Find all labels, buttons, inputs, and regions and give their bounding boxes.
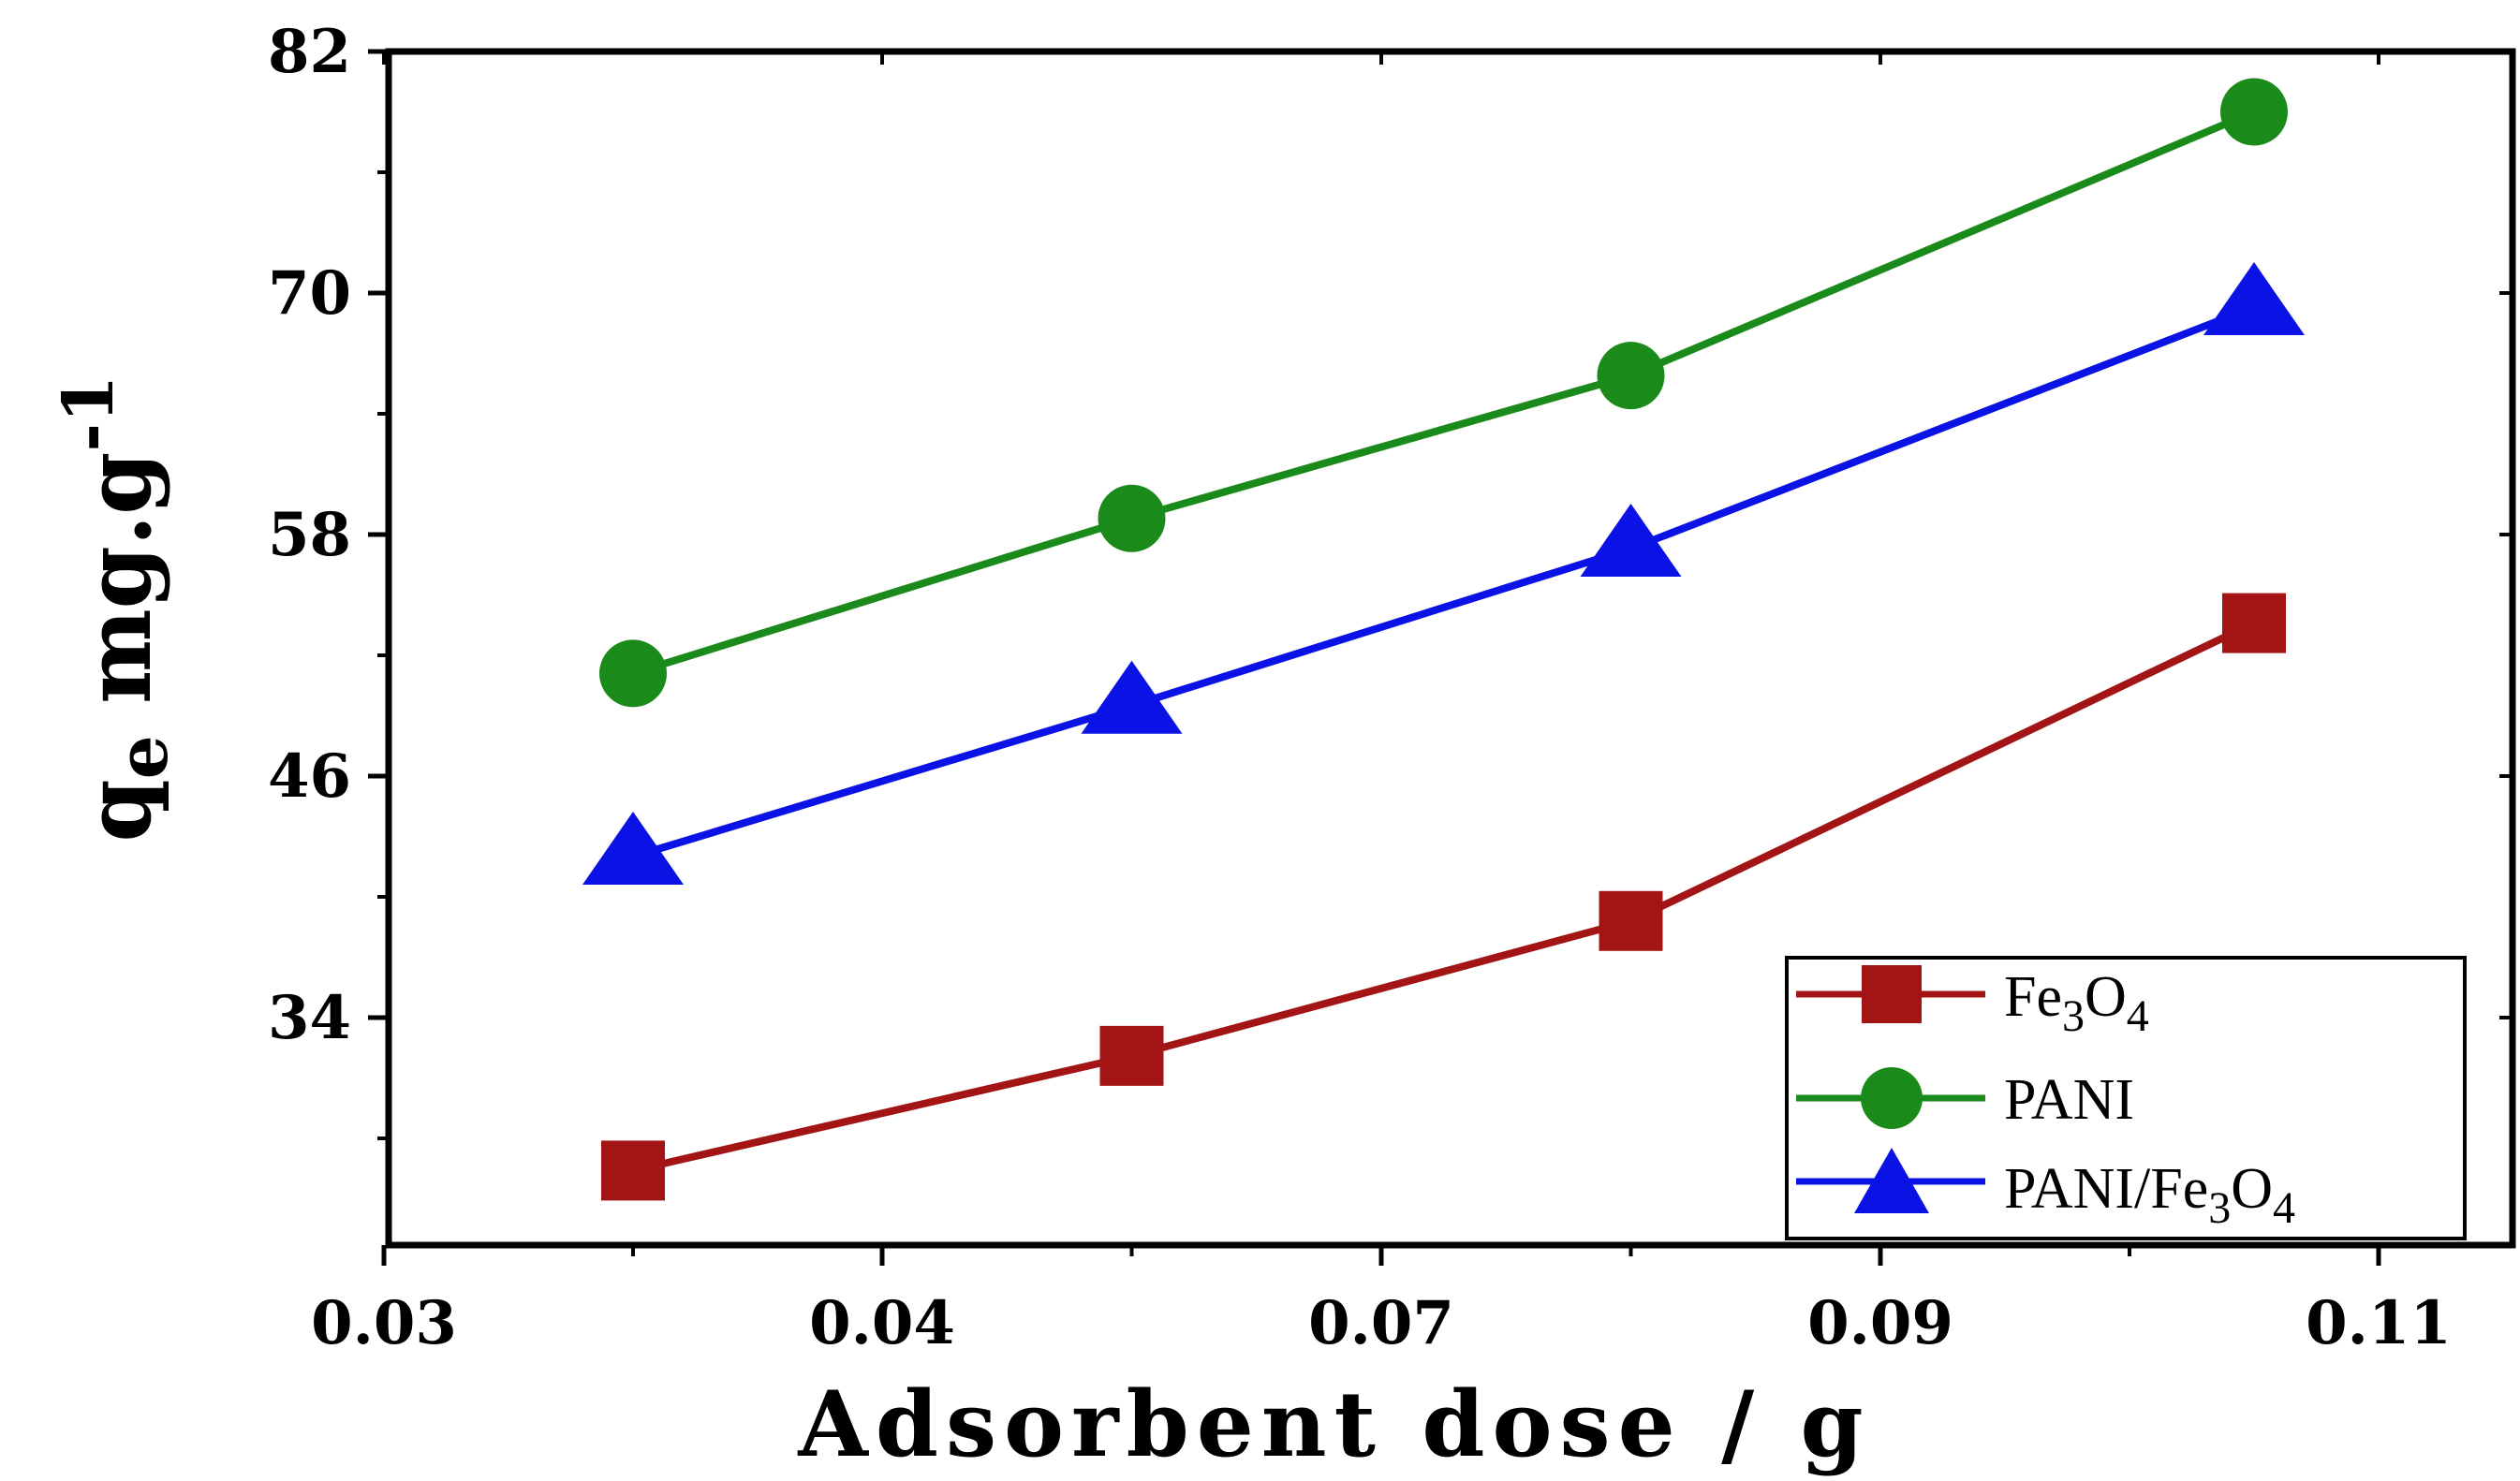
- legend-marker-pani: [1861, 1067, 1923, 1129]
- svg-text:qe mg.g-1: qe mg.g-1: [49, 374, 184, 842]
- y-axis-title-sub: e: [103, 735, 184, 779]
- y-tick-label: 82: [268, 17, 351, 87]
- data-point-fe3o4: [2222, 593, 2286, 653]
- data-point-pani-fe3o4: [2203, 262, 2305, 336]
- x-tick-label: 0.03: [311, 1288, 457, 1358]
- legend-label-pani-fe3o4: PANI/Fe3O4: [2004, 1157, 2295, 1233]
- legend-marker-pani-fe3o4: [1854, 1148, 1929, 1213]
- series-layer: [582, 78, 2305, 1201]
- y-tick-label: 46: [268, 741, 351, 812]
- legend-label-fe3o4: Fe3O4: [2004, 965, 2149, 1041]
- x-tick-label: 0.11: [2306, 1288, 2452, 1358]
- data-point-pani: [1098, 484, 1166, 552]
- legend-item-pani-fe3o4: PANI/Fe3O4: [1796, 1148, 2295, 1233]
- y-axis-title: qe mg.g-1: [49, 374, 184, 842]
- y-tick-label: 70: [268, 258, 351, 329]
- legend-item-pani: PANI: [1796, 1067, 2134, 1132]
- series-line-fe3o4: [632, 619, 2256, 1175]
- data-point-fe3o4: [1099, 1025, 1164, 1086]
- data-point-pani-fe3o4: [1580, 504, 1682, 578]
- y-axis-title-sup: -1: [49, 374, 129, 451]
- y-axis-title-unit: mg.g: [66, 452, 171, 736]
- data-point-fe3o4: [1599, 890, 1663, 951]
- legend-marker-fe3o4: [1862, 965, 1922, 1023]
- x-tick-label: 0.04: [809, 1288, 955, 1358]
- legend-label-pani: PANI: [2004, 1068, 2134, 1132]
- data-point-pani-fe3o4: [1081, 660, 1183, 734]
- series-line-pani-fe3o4: [631, 303, 2256, 860]
- series-line-pani: [631, 108, 2256, 678]
- x-axis-title: Adsorbent dose / g: [797, 1371, 1870, 1477]
- legend: Fe3O4 PANI PANI/Fe3O4: [1785, 956, 2467, 1240]
- data-point-pani: [2220, 78, 2288, 146]
- plot-border: [385, 48, 2516, 1249]
- y-tick-label: 34: [268, 983, 351, 1053]
- legend-item-fe3o4: Fe3O4: [1796, 965, 2149, 1041]
- y-tick-label: 58: [268, 500, 351, 570]
- x-tick-label: 0.09: [1807, 1288, 1953, 1358]
- plot-frame: [385, 48, 2516, 1249]
- data-point-fe3o4: [601, 1140, 665, 1201]
- data-point-pani-fe3o4: [582, 812, 684, 885]
- y-axis-title-main: q: [66, 779, 171, 842]
- data-point-pani: [599, 639, 667, 708]
- data-point-pani: [1597, 342, 1665, 410]
- axis-ticks: 82 70 58 46 34 0.03 0.04 0.07 0.09 0.11: [268, 17, 2513, 1358]
- x-tick-label: 0.07: [1308, 1288, 1454, 1358]
